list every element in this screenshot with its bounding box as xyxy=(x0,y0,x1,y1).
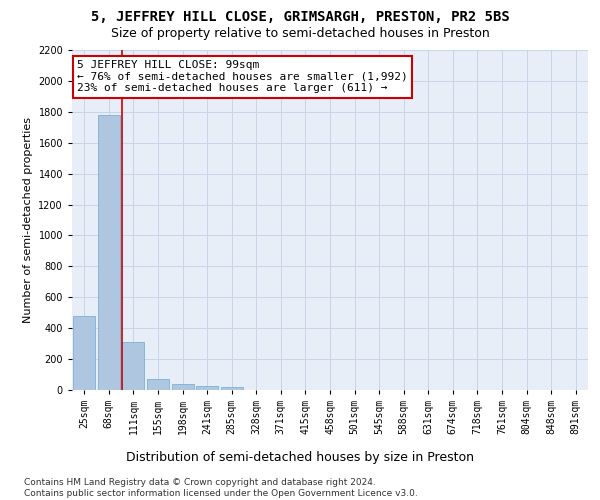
Bar xyxy=(98,115,120,390)
Y-axis label: Number of semi-detached properties: Number of semi-detached properties xyxy=(23,117,32,323)
Text: Contains HM Land Registry data © Crown copyright and database right 2024.
Contai: Contains HM Land Registry data © Crown c… xyxy=(24,478,418,498)
Bar xyxy=(221,387,243,390)
Bar xyxy=(147,379,169,390)
Bar xyxy=(172,384,194,390)
Bar xyxy=(122,342,145,390)
Text: 5, JEFFREY HILL CLOSE, GRIMSARGH, PRESTON, PR2 5BS: 5, JEFFREY HILL CLOSE, GRIMSARGH, PRESTO… xyxy=(91,10,509,24)
Text: Distribution of semi-detached houses by size in Preston: Distribution of semi-detached houses by … xyxy=(126,451,474,464)
Text: 5 JEFFREY HILL CLOSE: 99sqm
← 76% of semi-detached houses are smaller (1,992)
23: 5 JEFFREY HILL CLOSE: 99sqm ← 76% of sem… xyxy=(77,60,408,94)
Text: Size of property relative to semi-detached houses in Preston: Size of property relative to semi-detach… xyxy=(110,28,490,40)
Bar xyxy=(196,386,218,390)
Bar xyxy=(73,316,95,390)
